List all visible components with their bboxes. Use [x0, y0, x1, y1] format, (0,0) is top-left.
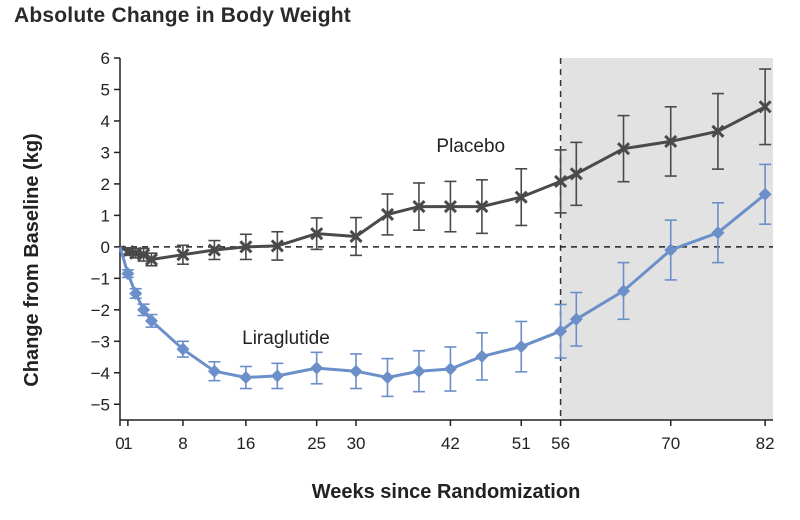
y-tick-label: 1: [101, 206, 110, 225]
data-point-marker: [412, 200, 426, 214]
x-tick-label: 8: [178, 434, 187, 453]
x-axis-title: Weeks since Randomization: [312, 481, 581, 503]
data-point-marker: [475, 349, 489, 363]
data-point-marker: [239, 371, 253, 385]
series-liraglutide: [118, 163, 772, 398]
series-label-liraglutide: Liraglutide: [242, 328, 330, 349]
y-tick-label: −4: [91, 364, 110, 383]
x-tick-label: 16: [236, 434, 255, 453]
data-point-marker: [380, 371, 394, 385]
y-axis-title: Change from Baseline (kg): [21, 133, 43, 386]
data-point-marker: [664, 134, 678, 148]
x-tick-label: 51: [512, 434, 531, 453]
data-point-marker: [569, 312, 583, 326]
series-layer: [118, 68, 772, 398]
y-tick-label: 2: [101, 175, 110, 194]
y-tick-label: 5: [101, 80, 110, 99]
data-point-marker: [144, 314, 158, 328]
series-label-placebo: Placebo: [436, 136, 505, 157]
y-tick-label: −3: [91, 332, 110, 351]
data-point-marker: [380, 207, 395, 222]
shaded-region: [560, 58, 773, 420]
y-tick-label: −5: [91, 395, 110, 414]
data-point-marker: [176, 342, 190, 356]
data-point-marker: [137, 248, 151, 262]
data-point-marker: [129, 286, 143, 300]
chart-title: Absolute Change in Body Weight: [14, 4, 351, 27]
x-tick-label: 56: [551, 434, 570, 453]
data-point-marker: [349, 364, 363, 378]
data-point-marker: [310, 227, 324, 241]
data-point-marker: [349, 229, 363, 244]
data-point-marker: [616, 142, 631, 156]
data-point-marker: [412, 364, 426, 378]
y-tick-label: −1: [91, 269, 110, 288]
data-point-marker: [554, 174, 568, 188]
labels-layer: Placebo Liraglutide: [242, 136, 505, 349]
x-tick-label: 1: [123, 434, 132, 453]
x-tick-label: 70: [661, 434, 680, 453]
y-tick-label: 6: [101, 49, 110, 68]
data-point-marker: [514, 190, 528, 204]
data-point-marker: [711, 226, 725, 240]
data-point-marker: [239, 240, 253, 254]
data-point-marker: [270, 239, 284, 253]
data-point-marker: [176, 248, 190, 262]
series-placebo: [119, 68, 772, 267]
shaded-region-layer: [559, 58, 773, 420]
data-point-marker: [554, 324, 568, 338]
y-tick-label: −2: [91, 301, 110, 320]
x-tick-label: 82: [756, 434, 775, 453]
data-point-marker: [475, 200, 489, 214]
data-point-marker: [664, 243, 678, 257]
data-point-marker: [758, 100, 772, 114]
series-line: [118, 193, 767, 379]
y-tick-label: 4: [101, 112, 110, 131]
data-point-marker: [443, 362, 457, 376]
y-tick-label: 0: [101, 238, 110, 257]
data-point-marker: [758, 187, 772, 201]
data-point-marker: [207, 364, 221, 378]
data-point-marker: [443, 200, 457, 214]
data-point-marker: [137, 303, 151, 317]
data-point-marker: [144, 252, 159, 267]
x-tick-label: 42: [441, 434, 460, 453]
data-point-marker: [310, 361, 324, 375]
data-point-marker: [711, 124, 725, 138]
data-point-marker: [270, 369, 284, 383]
y-tick-label: 3: [101, 143, 110, 162]
x-tick-label: 0: [115, 434, 124, 453]
data-point-marker: [569, 167, 583, 181]
data-point-marker: [617, 284, 631, 298]
data-point-marker: [514, 340, 528, 354]
x-tick-label: 30: [347, 434, 366, 453]
data-point-marker: [207, 243, 221, 257]
data-point-marker: [121, 267, 135, 281]
x-tick-label: 25: [307, 434, 326, 453]
